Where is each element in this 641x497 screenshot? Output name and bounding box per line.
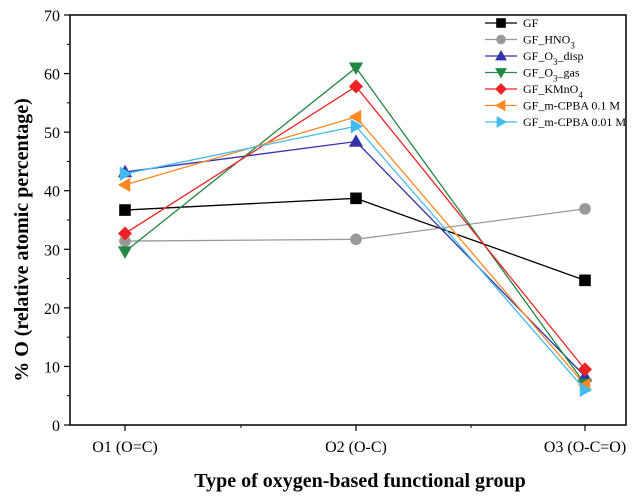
legend-item-1-label: GF (523, 16, 539, 30)
series-6-point-1 (117, 177, 131, 192)
x-tick-label: O3 (O-C=O) (544, 439, 626, 456)
legend-item-6: GF_m-CPBA 0.1 M (485, 99, 620, 113)
series-7-line (124, 125, 586, 391)
series-7-point-3 (579, 382, 593, 397)
series-3-point-2 (348, 134, 364, 147)
legend: GFGF_HNO3GF_O3_dispGF_O3_gasGF_KMnO4GF_m… (485, 16, 626, 129)
y-tick-label: 10 (44, 359, 60, 376)
legend-item-5-label: GF_KMnO4 (523, 82, 583, 100)
x-tick-label: O2 (O-C) (325, 439, 387, 456)
series-7-point-1 (119, 166, 133, 181)
series-5-point-1 (117, 226, 133, 241)
legend-item-7-marker (496, 116, 508, 128)
legend-item-3-marker (495, 49, 507, 61)
series-1-point-1 (119, 204, 131, 216)
y-tick-label: 60 (44, 67, 60, 84)
y-tick-label: 20 (44, 301, 60, 318)
series-1-point-3 (579, 274, 591, 287)
legend-item-4-label: GF_O3_gas (523, 66, 580, 84)
series-4-point-1 (117, 246, 133, 259)
x-tick-label: O1 (O=C) (92, 439, 157, 456)
series-1-point-2 (350, 192, 362, 205)
legend-item-5-marker (495, 83, 507, 95)
series-5-point-2 (348, 79, 364, 94)
y-tick-label: 70 (44, 8, 60, 25)
y-tick-label: 50 (44, 125, 60, 142)
axes: 0 10 20 30 40 50 60 70 O1 (O=C) O2 (O-C) O3 (O-C=O… (44, 8, 627, 456)
legend-item-7-label: GF_m-CPBA 0.01 M (523, 115, 626, 129)
legend-item-2: GF_HNO3 (485, 33, 575, 51)
legend-item-1: GF (485, 16, 539, 30)
legend-item-3-label: GF_O3_disp (523, 49, 584, 67)
legend-item-4-marker (495, 68, 507, 79)
x-axis-title: Type of oxygen-based functional group (194, 470, 526, 492)
series-3-line (124, 140, 586, 377)
y-axis-title: % O (relative atomic percentage) (11, 98, 33, 382)
series-7-point-2 (350, 119, 364, 134)
y-tick-label: 0 (52, 418, 60, 435)
series-markers (117, 62, 593, 397)
legend-item-4: GF_O3_gas (485, 66, 580, 84)
y-tick-label: 40 (44, 184, 60, 201)
legend-item-1-marker (496, 18, 506, 28)
series-5-point-3 (577, 362, 593, 377)
series-6-line (124, 116, 586, 386)
series-2-point-2 (350, 233, 362, 246)
legend-item-5: GF_KMnO4 (485, 82, 583, 100)
series-4-point-2 (348, 62, 364, 75)
legend-item-6-label: GF_m-CPBA 0.1 M (523, 99, 620, 113)
legend-item-7: GF_m-CPBA 0.01 M (485, 115, 626, 129)
legend-item-2-marker (496, 34, 506, 45)
series-6-point-2 (348, 109, 362, 125)
y-tick-label: 30 (44, 242, 60, 259)
series-2-point-3 (579, 203, 591, 215)
legend-item-2-label: GF_HNO3 (523, 33, 575, 51)
legend-item-6-marker (494, 99, 506, 112)
legend-item-3: GF_O3_disp (485, 49, 584, 67)
